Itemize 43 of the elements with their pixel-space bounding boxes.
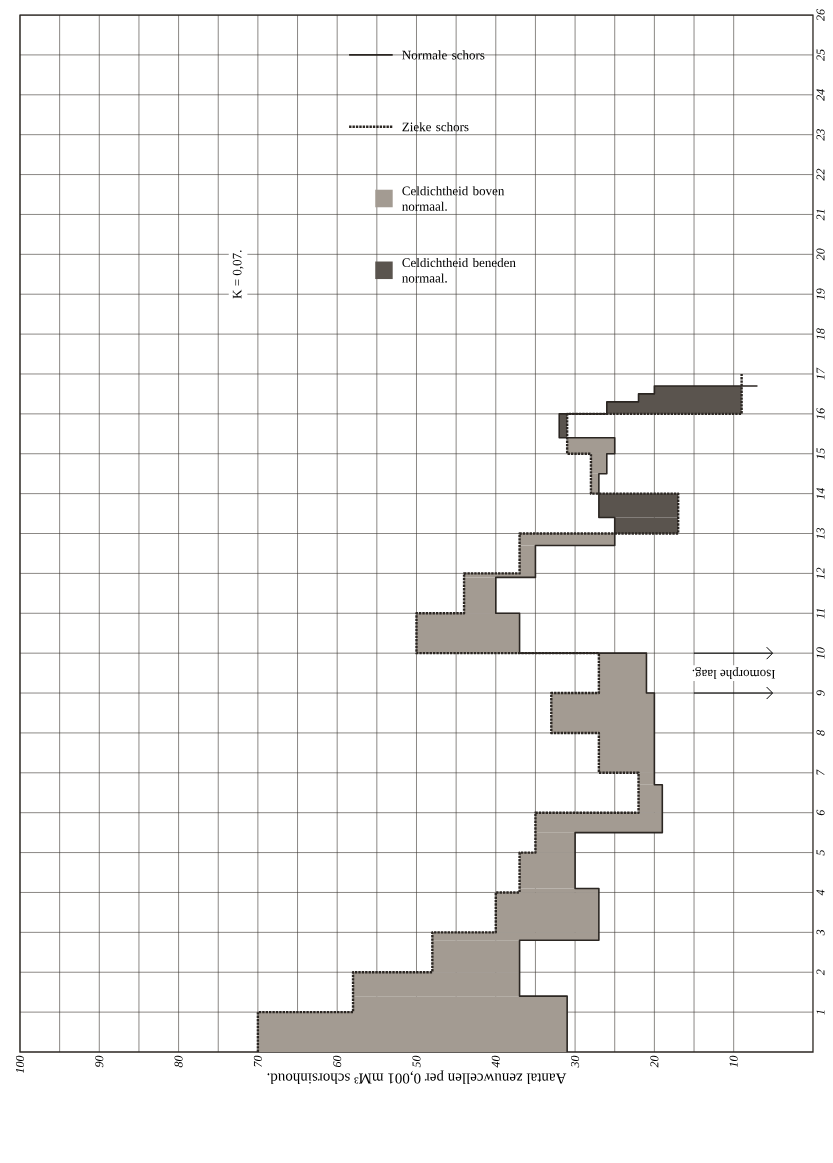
y-tick-label: 16 xyxy=(816,407,825,420)
legend-label: Normale schors xyxy=(402,50,485,60)
y-tick-label: 12 xyxy=(816,567,825,579)
y-tick-label: 5 xyxy=(816,849,825,856)
y-tick-label: 18 xyxy=(816,328,825,340)
x-tick-label: 80 xyxy=(174,1055,183,1068)
y-tick-label: 26 xyxy=(816,9,825,22)
y-tick-label: 13 xyxy=(816,527,825,540)
y-tick-label: 11 xyxy=(816,609,825,619)
x-tick-label: 100 xyxy=(15,1055,25,1074)
y-tick-label: 17 xyxy=(816,367,825,380)
x-axis-title: Aantal zenuwcellen per 0,001 mM³ schorsinhoud. xyxy=(267,1070,567,1084)
y-tick-label: 7 xyxy=(816,769,825,776)
x-tick-label: 50 xyxy=(412,1055,421,1068)
y-tick-label: 19 xyxy=(816,288,825,300)
legend-label: Celdichtheid boven normaal. xyxy=(402,186,505,211)
annotation: Isomorphe laag. xyxy=(692,667,776,680)
x-tick-label: 20 xyxy=(650,1055,659,1068)
x-tick-label: 90 xyxy=(95,1055,104,1068)
y-tick-label: 1 xyxy=(816,1010,825,1015)
y-tick-label: 21 xyxy=(816,209,825,221)
legend-label: Celdichtheid beneden normaal. xyxy=(402,257,516,283)
y-tick-label: 10 xyxy=(816,647,825,659)
y-tick-label: 22 xyxy=(816,168,825,181)
y-tick-label: 25 xyxy=(816,49,825,61)
y-tick-label: 8 xyxy=(816,730,825,736)
y-tick-label: 9 xyxy=(816,690,825,696)
x-tick-label: 40 xyxy=(491,1055,500,1068)
y-tick-label: 14 xyxy=(816,487,825,500)
y-tick-label: 3 xyxy=(816,929,825,936)
y-tick-label: 2 xyxy=(816,969,825,976)
y-tick-label: 4 xyxy=(816,889,825,896)
x-tick-label: 10 xyxy=(729,1055,738,1068)
y-tick-label: 15 xyxy=(816,448,825,460)
x-tick-label: 60 xyxy=(333,1055,342,1068)
y-tick-label: 6 xyxy=(816,809,825,816)
y-tick-label: 23 xyxy=(816,129,825,141)
annotation: K = 0,07. xyxy=(232,250,244,299)
y-tick-label: 20 xyxy=(816,248,825,261)
y-tick-label: 24 xyxy=(816,89,825,101)
legend-label: Zieke schors xyxy=(402,122,469,132)
x-tick-label: 70 xyxy=(253,1055,262,1067)
x-tick-label: 30 xyxy=(571,1055,580,1068)
